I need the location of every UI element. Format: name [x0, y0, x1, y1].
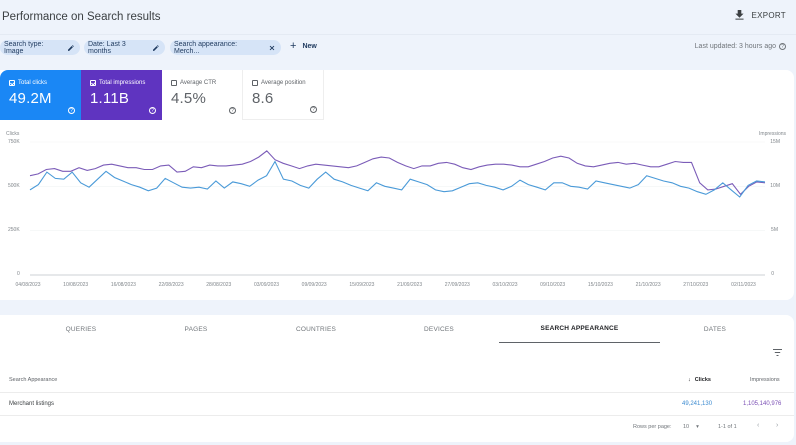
column-header-clicks[interactable]: ↓ Clicks: [688, 377, 711, 383]
clicks-line: [29, 160, 766, 198]
close-icon[interactable]: [269, 45, 275, 51]
x-tick-label: 09/09/2023: [301, 282, 327, 288]
x-tick-label: 22/08/2023: [158, 282, 184, 288]
filter-chip-search-appearance[interactable]: Search appearance: Merch...: [170, 40, 281, 55]
x-tick-label: 21/09/2023: [397, 282, 423, 288]
next-page-chevron-icon[interactable]: ›: [776, 422, 779, 429]
checkbox-checked-icon[interactable]: [9, 80, 15, 86]
x-tick-label: 27/10/2023: [683, 282, 709, 288]
chip-label: Search appearance: Merch...: [174, 40, 238, 55]
export-label: EXPORT: [751, 10, 786, 20]
help-icon[interactable]: ?: [229, 107, 236, 114]
metric-label: Average position: [261, 80, 306, 86]
rows-per-page-label: Rows per page:: [633, 424, 672, 430]
cell-clicks: 49,241,130: [682, 401, 713, 407]
x-tick-label: 21/10/2023: [635, 282, 661, 288]
x-tick-label: 28/08/2023: [206, 282, 232, 288]
chart-plot-area: [29, 141, 766, 276]
pencil-icon[interactable]: [153, 44, 159, 51]
metric-total-impressions[interactable]: Total impressions 1.11B ?: [81, 70, 162, 120]
new-label: New: [302, 42, 317, 50]
column-header-search-appearance[interactable]: Search Appearance: [9, 377, 58, 383]
left-axis-title: Clicks: [6, 131, 20, 137]
help-icon[interactable]: ?: [149, 107, 156, 114]
metric-value: 4.5%: [171, 90, 206, 107]
metric-label: Total clicks: [18, 80, 48, 86]
x-tick-label: 02/11/2023: [731, 282, 756, 288]
tab-search-appearance[interactable]: SEARCH APPEARANCE: [499, 315, 660, 343]
rows-per-page-value: 10: [683, 424, 690, 430]
dimension-table-card: QUERIES PAGES COUNTRIES DEVICES SEARCH A…: [0, 315, 794, 442]
left-tick: 500K: [8, 183, 20, 189]
dimension-tabs: QUERIES PAGES COUNTRIES DEVICES SEARCH A…: [0, 315, 794, 343]
x-tick-label: 09/10/2023: [540, 282, 566, 288]
right-tick: 0: [771, 271, 774, 277]
x-tick-label: 04/08/2023: [15, 282, 41, 288]
checkbox-checked-icon[interactable]: [90, 80, 96, 86]
last-updated: Last updated: 3 hours ago ?: [695, 43, 786, 50]
impressions-line: [29, 150, 766, 196]
metric-total-clicks[interactable]: Total clicks 49.2M ?: [0, 70, 81, 120]
filter-icon[interactable]: [773, 349, 782, 356]
rows-per-page-select[interactable]: 10 ▾: [683, 424, 699, 430]
tab-dates[interactable]: DATES: [703, 325, 727, 333]
x-tick-label: 15/09/2023: [349, 282, 375, 288]
cell-impressions: 1,105,140,976: [743, 401, 782, 407]
tab-queries[interactable]: QUERIES: [65, 325, 97, 333]
tab-countries[interactable]: COUNTRIES: [295, 325, 337, 333]
x-tick-label: 03/10/2023: [492, 282, 518, 288]
x-tick-label: 10/08/2023: [63, 282, 89, 288]
filter-bar: Search type: Image Date: Last 3 months S…: [0, 34, 796, 58]
x-tick-label: 03/09/2023: [253, 282, 280, 288]
x-tick-label: 15/10/2023: [587, 282, 613, 288]
x-tick-label: 27/09/2023: [444, 282, 470, 288]
x-tick-label: 16/08/2023: [110, 282, 136, 288]
last-updated-text: Last updated: 3 hours ago: [694, 43, 776, 50]
prev-page-chevron-icon[interactable]: ‹: [757, 422, 760, 429]
dropdown-arrow-icon: ▾: [696, 424, 699, 430]
pencil-icon[interactable]: [68, 44, 74, 51]
metric-average-ctr[interactable]: Average CTR 4.5% ?: [162, 70, 243, 120]
export-button[interactable]: EXPORT: [735, 10, 786, 20]
left-tick: 0: [17, 271, 20, 277]
page-title: Performance on Search results: [2, 11, 161, 23]
checkbox-unchecked-icon[interactable]: [171, 80, 177, 86]
download-icon: [735, 10, 744, 20]
metric-label: Average CTR: [180, 80, 217, 86]
sort-down-arrow-icon: ↓: [688, 377, 691, 383]
metric-value: 8.6: [252, 90, 274, 107]
help-icon[interactable]: ?: [310, 106, 317, 113]
page-header: Performance on Search results EXPORT: [0, 0, 796, 34]
left-tick: 250K: [8, 227, 20, 233]
column-header-impressions[interactable]: Impressions: [750, 377, 780, 383]
pagination-range: 1-1 of 1: [718, 424, 737, 430]
tab-pages[interactable]: PAGES: [184, 325, 208, 333]
line-chart[interactable]: Clicks Impressions 750K 500K 250K 0 15M …: [0, 128, 794, 300]
help-icon[interactable]: ?: [68, 107, 75, 114]
tab-devices[interactable]: DEVICES: [424, 325, 454, 333]
right-tick: 5M: [771, 227, 778, 233]
performance-chart-card: Total clicks 49.2M ? Total impressions 1…: [0, 70, 794, 300]
metric-value: 49.2M: [9, 90, 52, 107]
right-tick: 10M: [770, 183, 780, 189]
chip-label: Date: Last 3 months: [88, 40, 126, 55]
chip-label: Search type: Image: [4, 40, 44, 55]
add-filter-button[interactable]: + New: [290, 40, 317, 52]
checkbox-unchecked-icon[interactable]: [252, 80, 258, 86]
column-header-label: Clicks: [694, 377, 711, 383]
divider: [0, 415, 794, 416]
plus-icon: +: [290, 40, 297, 52]
left-tick: 750K: [8, 139, 20, 145]
metric-value: 1.11B: [90, 90, 130, 107]
metric-average-position[interactable]: Average position 8.6 ?: [243, 70, 324, 120]
right-tick: 15M: [770, 139, 780, 145]
cell-name[interactable]: Merchant listings: [9, 401, 55, 407]
right-axis-title: Impressions: [759, 131, 786, 137]
divider: [0, 392, 794, 393]
help-icon[interactable]: ?: [779, 43, 786, 50]
filter-chip-search-type[interactable]: Search type: Image: [0, 40, 80, 55]
filter-chip-date[interactable]: Date: Last 3 months: [84, 40, 165, 55]
metric-label: Total impressions: [99, 80, 146, 86]
